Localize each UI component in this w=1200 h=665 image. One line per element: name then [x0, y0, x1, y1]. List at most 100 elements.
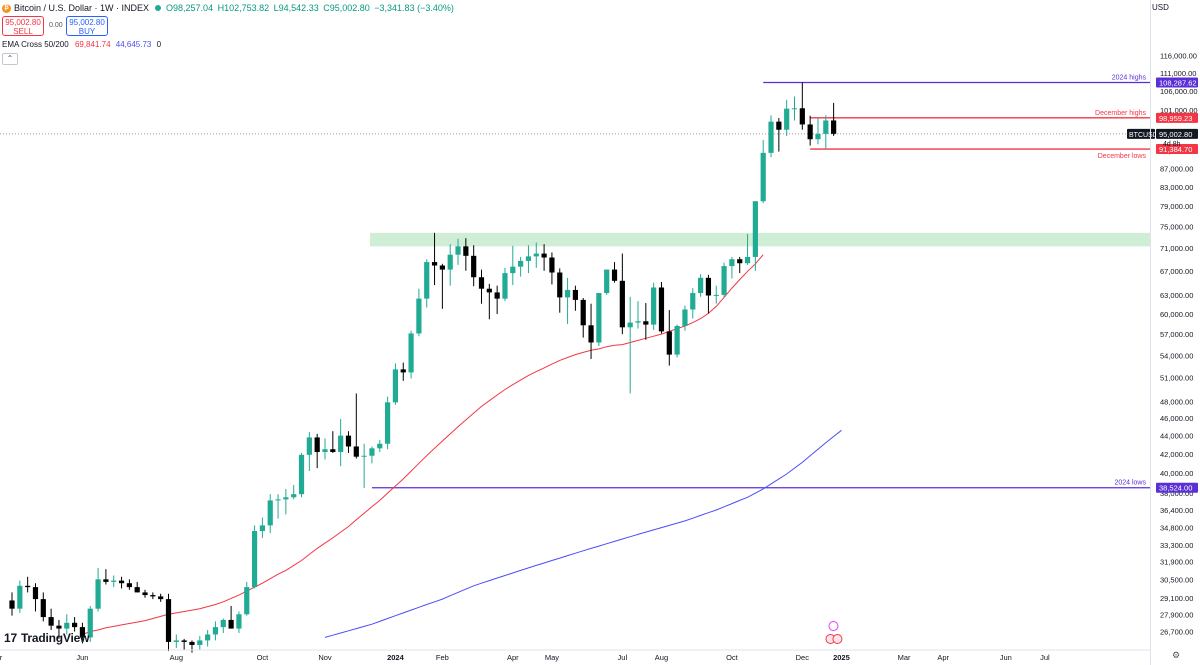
x-tick-label: Aug — [170, 653, 183, 662]
candle-body — [134, 587, 140, 593]
candle-body — [392, 369, 399, 403]
candle-body — [729, 259, 735, 267]
settings-gear-icon[interactable]: ⚙ — [1172, 650, 1181, 660]
candle-body — [588, 325, 594, 343]
candle-body — [385, 402, 391, 444]
candle-body — [150, 595, 156, 597]
level-price-label-2: 91,384.70 — [1159, 145, 1192, 154]
candle-body — [291, 494, 297, 498]
bar-countdown: 4d 8h — [1163, 141, 1181, 148]
y-tick-label: 44,000.00 — [1160, 432, 1193, 441]
candle-body — [651, 287, 657, 325]
x-tick-label: Oct — [726, 653, 739, 662]
candle-body — [666, 331, 672, 355]
y-tick-label: 106,000.00 — [1160, 87, 1198, 96]
candle-body — [345, 435, 352, 447]
candle-body — [416, 298, 422, 334]
bitcoin-icon: ₿ — [2, 3, 11, 13]
candle-body — [424, 262, 430, 299]
candle-body — [220, 619, 226, 628]
ema-extra-value: 0 — [156, 40, 162, 49]
candle-body — [604, 269, 610, 294]
candle-body — [643, 321, 649, 325]
level-name-0: 2024 highs — [1112, 75, 1147, 82]
candle-body — [228, 619, 234, 629]
candle-body — [189, 641, 195, 645]
y-tick-label: 51,000.00 — [1160, 374, 1193, 383]
candle-body — [431, 262, 438, 266]
buy-button[interactable]: 95,002.80 BUY — [66, 16, 108, 36]
y-tick-label: 54,000.00 — [1160, 351, 1193, 360]
last-price-tag — [1156, 128, 1198, 139]
candle-body — [768, 121, 774, 153]
x-tick-label: Feb — [436, 653, 449, 662]
candle-body — [564, 289, 571, 298]
y-tick-label: 31,900.00 — [1160, 558, 1193, 567]
y-tick-label: 63,000.00 — [1160, 291, 1193, 300]
ema-label: EMA Cross 50/200 — [2, 40, 69, 49]
ema-slow-line — [324, 429, 842, 638]
y-tick-label: 36,400.00 — [1160, 506, 1193, 515]
x-tick-label: Apr — [507, 653, 519, 662]
y-tick-label: 79,000.00 — [1160, 202, 1193, 211]
candle-body — [353, 446, 359, 457]
x-tick-label: Apr — [937, 653, 949, 662]
candle-body — [111, 580, 117, 582]
x-tick-label: Jul — [1040, 653, 1050, 662]
resistance-zone — [369, 232, 1150, 247]
x-tick-label: Jun — [1000, 653, 1012, 662]
x-tick-label: Jun — [76, 653, 88, 662]
level-price-tag-3 — [1156, 482, 1198, 493]
candle-body — [596, 293, 602, 343]
y-tick-label: 30,500.00 — [1160, 575, 1193, 584]
ohlc-open: O98,257.04 — [166, 3, 214, 13]
candle-body — [737, 259, 743, 264]
collapse-legend-button[interactable]: ⌃ — [2, 53, 18, 65]
candle-body — [158, 596, 164, 600]
candle-body — [682, 309, 688, 326]
spread-value: 0.00 — [49, 22, 63, 29]
level-price-tag-1 — [1156, 112, 1198, 123]
y-tick-label: 46,000.00 — [1160, 414, 1193, 423]
candle-body — [25, 585, 31, 588]
candle-body — [776, 121, 782, 130]
candle-body — [705, 277, 712, 296]
y-tick-label: 87,000.00 — [1160, 164, 1193, 173]
candle-body — [40, 599, 46, 618]
ema-fast-value: 69,841.74 — [74, 40, 111, 49]
currency-label[interactable]: USD — [1152, 3, 1169, 12]
price-axis[interactable] — [1150, 0, 1200, 665]
candle-body — [807, 124, 813, 140]
candle-body — [212, 627, 219, 635]
sell-button[interactable]: 95,002.80 SELL — [2, 16, 44, 36]
y-tick-label: 111,000.00 — [1160, 69, 1196, 78]
symbol-tag — [1127, 128, 1155, 139]
candle-body — [486, 288, 492, 293]
candle-body — [408, 333, 414, 373]
x-tick-label: 2024 — [387, 653, 405, 662]
candle-body — [815, 133, 821, 140]
candle-body — [181, 640, 187, 642]
x-tick-label: 2025 — [833, 653, 850, 662]
tradingview-logo-text: TradingView — [20, 631, 90, 645]
y-tick-label: 40,000.00 — [1160, 469, 1193, 478]
y-tick-label: 60,000.00 — [1160, 310, 1193, 319]
y-tick-label: 71,000.00 — [1160, 244, 1193, 253]
x-tick-label: Apr — [0, 653, 3, 662]
candle-body — [611, 269, 618, 281]
candle-body — [338, 435, 344, 453]
ema-legend[interactable]: EMA Cross 50/200 69,841.74 44,645.73 0 — [2, 40, 161, 49]
candle-body — [126, 583, 132, 588]
market-open-icon — [155, 5, 162, 11]
x-tick-label: Jul — [618, 653, 628, 662]
sell-price: 95,002.80 — [5, 18, 41, 27]
chart-header: ₿ Bitcoin / U.S. Dollar · 1W · INDEX O98… — [0, 0, 1150, 65]
candle-body — [580, 299, 586, 326]
candle-body — [721, 266, 727, 295]
candle-body — [525, 256, 532, 261]
candle-body — [205, 634, 211, 641]
candle-body — [56, 625, 62, 629]
symbol-title[interactable]: Bitcoin / U.S. Dollar · 1W · INDEX — [14, 3, 150, 13]
candle-body — [79, 627, 86, 638]
